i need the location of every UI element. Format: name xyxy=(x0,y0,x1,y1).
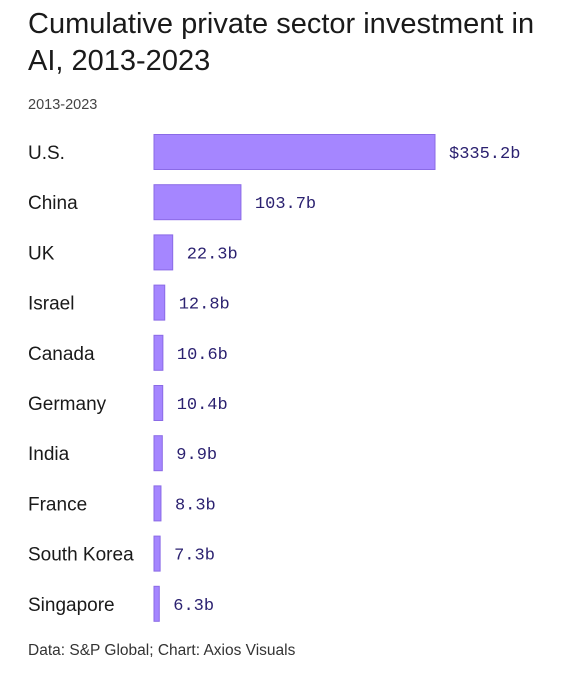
category-label: Canada xyxy=(28,344,95,365)
bar xyxy=(153,184,242,221)
category-label: U.S. xyxy=(28,143,65,164)
category-label: Singapore xyxy=(28,595,115,616)
value-label: 10.4b xyxy=(177,396,228,415)
bar xyxy=(153,385,164,421)
value-label: 12.8b xyxy=(179,296,230,315)
chart-subtitle: 2013-2023 xyxy=(28,97,98,113)
bar xyxy=(153,535,161,572)
bar xyxy=(153,485,162,522)
bar xyxy=(153,334,164,371)
value-label: 6.3b xyxy=(173,597,214,616)
category-label: Germany xyxy=(28,394,107,415)
category-label: Israel xyxy=(28,294,74,315)
category-label: China xyxy=(28,193,78,214)
value-label: 103.7b xyxy=(255,195,316,214)
bar xyxy=(153,585,160,622)
value-label: 22.3b xyxy=(187,245,238,264)
value-label: $335.2b xyxy=(449,145,520,164)
category-label: India xyxy=(28,444,70,465)
value-label: 8.3b xyxy=(175,496,216,515)
chart-title: Cumulative private sector investment in … xyxy=(28,8,535,77)
value-label: 7.3b xyxy=(174,547,215,566)
value-label: 9.9b xyxy=(176,446,217,465)
bar xyxy=(153,234,174,271)
source-note: Data: S&P Global; Chart: Axios Visuals xyxy=(28,642,296,659)
category-label: South Korea xyxy=(28,545,134,566)
value-label: 10.6b xyxy=(177,346,228,365)
bar xyxy=(153,284,166,321)
category-label: UK xyxy=(28,243,55,264)
bar xyxy=(153,134,436,170)
bar xyxy=(153,435,163,472)
bar-chart: U.S. $335.2b China 103.7b UK 22.3b Israel 12.8b… xyxy=(28,134,520,622)
category-label: France xyxy=(28,494,87,515)
